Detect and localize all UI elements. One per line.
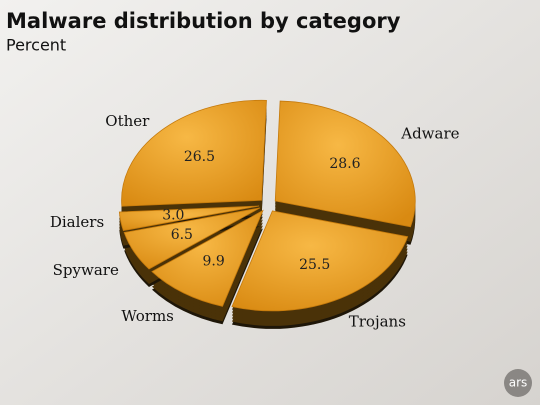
value-label: 9.9 <box>202 254 224 270</box>
slice-label: Worms <box>121 307 174 325</box>
chart-title: Malware distribution by category <box>6 9 401 33</box>
slice <box>151 209 264 307</box>
chart-subtitle: Percent <box>6 36 66 55</box>
slice <box>123 207 261 270</box>
slice <box>121 99 267 207</box>
value-label: 3.0 <box>162 208 184 224</box>
value-label: 25.5 <box>299 257 330 273</box>
slice <box>274 100 416 228</box>
value-label: 6.5 <box>171 227 193 243</box>
value-label: 28.6 <box>329 156 360 172</box>
slice <box>118 205 260 232</box>
slice-label: Trojans <box>349 313 406 331</box>
slice <box>231 210 409 312</box>
value-label: 26.5 <box>184 149 215 165</box>
slice-label: Spyware <box>53 261 119 279</box>
logo-badge <box>504 369 532 397</box>
slice-label: Dialers <box>50 213 104 231</box>
logo: ars <box>509 376 528 390</box>
slice-label: Adware <box>400 124 459 142</box>
slice-label: Other <box>105 112 150 130</box>
